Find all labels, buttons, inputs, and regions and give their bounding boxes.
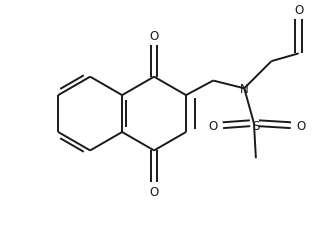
- Text: O: O: [209, 119, 218, 132]
- Text: N: N: [240, 82, 249, 95]
- Text: O: O: [296, 119, 305, 132]
- Text: O: O: [294, 4, 303, 17]
- Text: S: S: [252, 119, 260, 132]
- Text: O: O: [149, 30, 159, 43]
- Text: O: O: [149, 185, 159, 198]
